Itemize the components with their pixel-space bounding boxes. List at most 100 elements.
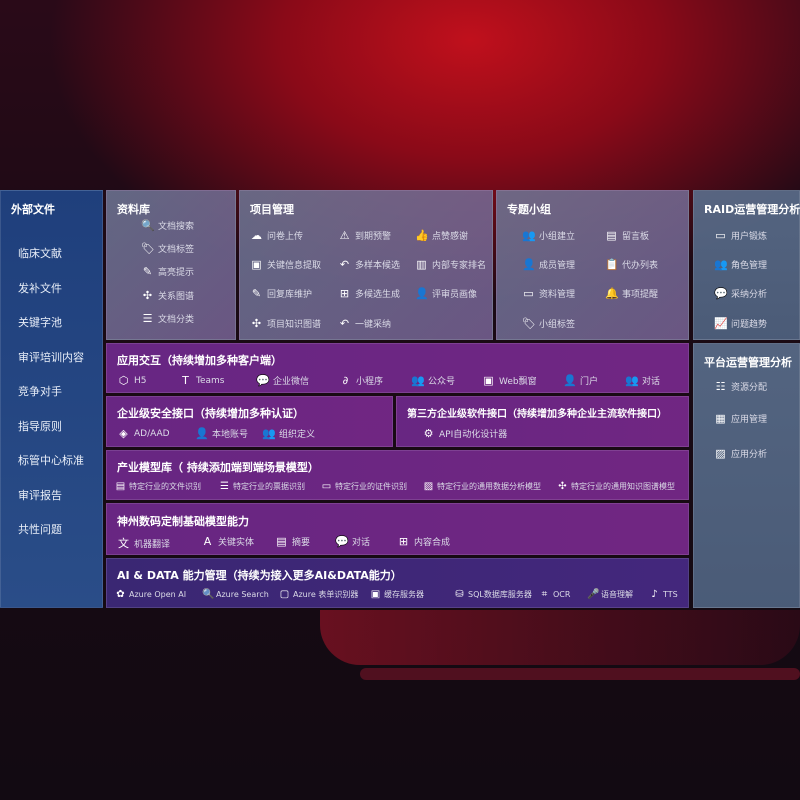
sidebar-item[interactable]: 指导原则 [18,419,62,433]
chat-users-icon: 👥 [625,374,639,387]
sidebar-item[interactable]: 审评报告 [18,488,62,502]
item-aidata[interactable]: ▣ 缓存服务器 [370,589,424,600]
sidebar-item[interactable]: 共性问题 [18,523,62,536]
item-label: 回复库维护 [267,290,313,300]
panel-industry-models: 产业模型库（ 持续添加端到端场景模型） ▤ 特定行业的文件识别 ☰ 特定行业的票据识别 ▭… [106,450,689,500]
chat-icon: 💬 [335,535,349,548]
item-group[interactable]: 🏷 小组标签 [522,317,575,330]
item-platform[interactable]: ☷ 资源分配 [714,380,767,393]
item-interaction[interactable]: T Teams [179,374,224,387]
item-label: 关系图谱 [158,292,195,302]
openai-icon: ✿ [116,589,125,600]
item-interaction[interactable]: ⬡ H5 [117,374,147,387]
panel-title: 专题小组 [507,203,551,216]
user-add-icon: 👤 [522,258,536,271]
panel-title: 产业模型库（ 持续添加端到端场景模型） [117,461,319,474]
reply-icon: ↶ [339,258,350,271]
panel-base-models: 神州数码定制基础模型能力文机器翻译 A 关键实体 ▤ 摘要 💬 对话 ⊞ 内容合成 [106,503,689,555]
item-library[interactable]: ✎ 高亮提示 [141,265,194,278]
item-base[interactable]: ▤ 摘要 [275,535,310,548]
sidebar-item[interactable]: 关键字池 [18,316,62,329]
item-aidata[interactable]: ✿ Azure Open AI [115,589,186,600]
item-library[interactable]: ✣ 关系图谱 [141,289,194,302]
sidebar-item[interactable]: 标管中心标准 [18,454,84,467]
item-label: 缓存服务器 [384,590,424,599]
item-library[interactable]: ☰ 文档分类 [141,312,194,325]
item-platform[interactable]: ▨ 应用分析 [714,447,767,460]
item-aidata[interactable]: ⛁ SQL数据库服务器 [454,589,532,600]
item-project[interactable]: ▣ 关键信息提取 [250,258,321,271]
item-industry[interactable]: ✣ 特定行业的通用知识图谱模型 [557,481,675,492]
item-label: 文档标签 [158,245,195,255]
item-label: 特定行业的证件识别 [335,482,407,491]
item-label: 留言板 [622,232,650,242]
item-group[interactable]: 🔔 事项提醒 [605,287,658,300]
alarm-icon: ⚠ [339,229,350,242]
item-aidata[interactable]: ♪ TTS [649,589,678,600]
chart-icon: ▨ [423,481,434,492]
item-group[interactable]: 📋 代办列表 [605,258,658,271]
item-interaction[interactable]: 💬 企业微信 [256,374,309,387]
panel-library: 资料库 🔍 文档搜索 🏷 文档标签 ✎ 高亮提示 ✣ 关系图谱 ☰ 文档分类 [106,190,236,340]
item-label: TTS [663,590,678,599]
panel-title: 资料库 [117,203,150,216]
sidebar-item[interactable]: 临床文献 [18,247,62,260]
item-label: 关键信息提取 [267,261,322,271]
panel-title: 企业级安全接口（持续增加多种认证） [117,407,304,420]
item-project[interactable]: ✎ 回复库维护 [250,287,312,300]
item-aidata[interactable]: 🎤 语音理解 [587,589,633,600]
trend-icon: 📈 [714,317,728,330]
apps-icon: ▦ [715,412,726,425]
item-project[interactable]: ⊞ 多候选生成 [338,287,400,300]
item-interaction[interactable]: 👤 门户 [563,374,598,387]
item-base[interactable]: 文机器翻译 [117,535,170,551]
item-project[interactable]: ✣ 项目知识图谱 [250,317,321,330]
sidebar-item[interactable]: 发补文件 [18,281,62,295]
item-industry[interactable]: ▤ 特定行业的文件识别 [115,481,201,492]
item-security[interactable]: 👤 本地账号 [195,427,248,440]
item-base[interactable]: A 关键实体 [201,535,254,548]
item-library[interactable]: 🔍 文档搜索 [141,219,194,232]
item-industry[interactable]: ☰ 特定行业的票据识别 [219,481,305,492]
item-library[interactable]: 🏷 文档标签 [141,242,194,255]
item-project[interactable]: 👍 点赞感谢 [415,229,468,242]
item-raid[interactable]: ▭ 用户锻炼 [714,229,767,242]
item-raid[interactable]: 👥 角色管理 [714,258,767,271]
item-security[interactable]: 👥 组织定义 [262,427,315,440]
panel-title: RAID运营管理分析 [704,203,800,216]
item-project[interactable]: ↶ 多样本候选 [338,258,400,271]
item-base[interactable]: ⊞ 内容合成 [397,535,450,548]
item-label: 对话 [642,377,661,387]
item-interaction[interactable]: 👥 对话 [625,374,660,387]
item-thirdparty[interactable]: ⚙ API自动化设计器 [422,427,508,440]
item-label: 事项提醒 [622,290,659,300]
item-interaction[interactable]: ▣ Web飘窗 [482,374,536,387]
item-project[interactable]: 👤 评审员画像 [415,287,477,300]
item-aidata[interactable]: 🔍 Azure Search [202,589,269,600]
item-group[interactable]: ▤ 留言板 [605,229,649,242]
item-raid[interactable]: 💬 采纳分析 [714,287,767,300]
item-project[interactable]: ▥ 内部专家排名 [415,258,486,271]
item-group[interactable]: 👤 成员管理 [522,258,575,271]
item-group[interactable]: ▭ 资料管理 [522,287,575,300]
reply-icon: ↶ [339,317,350,330]
item-aidata[interactable]: ⌗ OCR [539,589,571,600]
item-project[interactable]: ↶ 一键采纳 [338,317,391,330]
item-industry[interactable]: ▭ 特定行业的证件识别 [321,481,407,492]
item-label: 角色管理 [731,261,768,271]
item-project[interactable]: ☁ 问卷上传 [250,229,303,242]
sidebar-item[interactable]: 竞争对手 [18,385,62,398]
item-industry[interactable]: ▨ 特定行业的通用数据分析模型 [423,481,541,492]
item-aidata[interactable]: ▢ Azure 表单识别器 [279,589,359,600]
item-base[interactable]: 💬 对话 [335,535,370,548]
sidebar-item[interactable]: 审评培训内容 [18,350,84,364]
item-group[interactable]: 👥 小组建立 [522,229,575,242]
pen-icon: ✎ [142,265,153,278]
item-project[interactable]: ⚠ 到期预警 [338,229,391,242]
item-platform[interactable]: ▦ 应用管理 [714,412,767,425]
item-security[interactable]: ◈ AD/AAD [117,427,169,440]
item-interaction[interactable]: 👥 公众号 [411,374,455,387]
item-interaction[interactable]: ∂ 小程序 [339,374,383,387]
item-label: Azure Search [216,590,269,599]
item-raid[interactable]: 📈 问题趋势 [714,317,767,330]
